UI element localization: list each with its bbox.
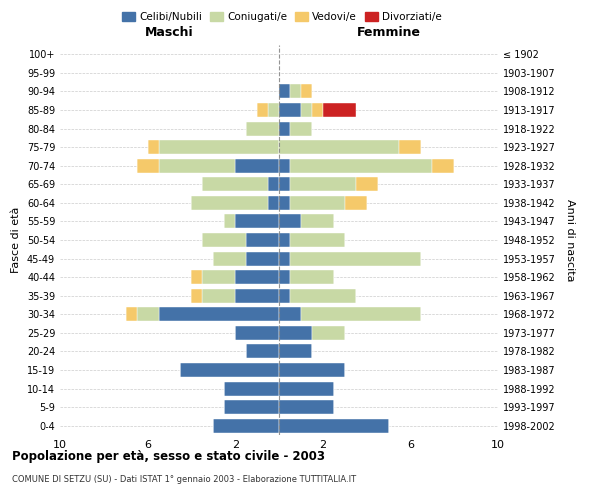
Bar [279,344,312,358]
Bar [235,289,279,302]
Bar [356,178,377,191]
Text: Femmine: Femmine [356,26,421,40]
Bar [290,233,344,247]
Bar [224,214,235,228]
Bar [214,419,279,432]
Bar [312,103,323,117]
Bar [290,122,312,136]
Bar [312,326,345,340]
Bar [246,344,279,358]
Bar [246,122,279,136]
Bar [235,214,279,228]
Bar [279,270,290,284]
Bar [279,400,334,414]
Bar [158,159,235,172]
Bar [213,252,246,266]
Bar [279,214,301,228]
Text: COMUNE DI SETZU (SU) - Dati ISTAT 1° gennaio 2003 - Elaborazione TUTTITALIA.IT: COMUNE DI SETZU (SU) - Dati ISTAT 1° gen… [12,475,356,484]
Bar [202,178,268,191]
Bar [235,326,279,340]
Bar [290,178,356,191]
Y-axis label: Fasce di età: Fasce di età [11,207,21,273]
Bar [224,400,279,414]
Bar [290,196,344,210]
Bar [268,196,279,210]
Bar [301,214,334,228]
Bar [257,103,268,117]
Bar [279,308,301,322]
Bar [345,196,367,210]
Bar [279,382,334,396]
Bar [279,140,400,154]
Bar [400,140,421,154]
Bar [279,289,290,302]
Bar [290,289,356,302]
Bar [268,103,279,117]
Bar [301,84,312,98]
Bar [279,196,290,210]
Bar [279,363,345,377]
Bar [279,122,290,136]
Bar [125,308,137,322]
Bar [202,289,235,302]
Bar [246,233,279,247]
Bar [279,326,312,340]
Bar [301,103,312,117]
Bar [158,140,279,154]
Bar [181,363,279,377]
Legend: Celibi/Nubili, Coniugati/e, Vedovi/e, Divorziati/e: Celibi/Nubili, Coniugati/e, Vedovi/e, Di… [118,8,446,26]
Bar [290,159,432,172]
Bar [279,103,301,117]
Bar [246,252,279,266]
Bar [148,140,158,154]
Bar [137,159,158,172]
Bar [290,252,421,266]
Bar [323,103,356,117]
Bar [235,270,279,284]
Bar [279,84,290,98]
Bar [290,270,334,284]
Bar [202,270,235,284]
Bar [235,159,279,172]
Bar [301,308,421,322]
Bar [279,419,389,432]
Bar [191,196,268,210]
Text: Maschi: Maschi [145,26,194,40]
Bar [290,84,301,98]
Bar [268,178,279,191]
Bar [279,178,290,191]
Bar [433,159,454,172]
Bar [224,382,279,396]
Bar [279,233,290,247]
Bar [279,252,290,266]
Bar [191,289,202,302]
Bar [279,159,290,172]
Bar [202,233,246,247]
Bar [158,308,279,322]
Bar [191,270,202,284]
Y-axis label: Anni di nascita: Anni di nascita [565,198,575,281]
Text: Popolazione per età, sesso e stato civile - 2003: Popolazione per età, sesso e stato civil… [12,450,325,463]
Bar [137,308,158,322]
